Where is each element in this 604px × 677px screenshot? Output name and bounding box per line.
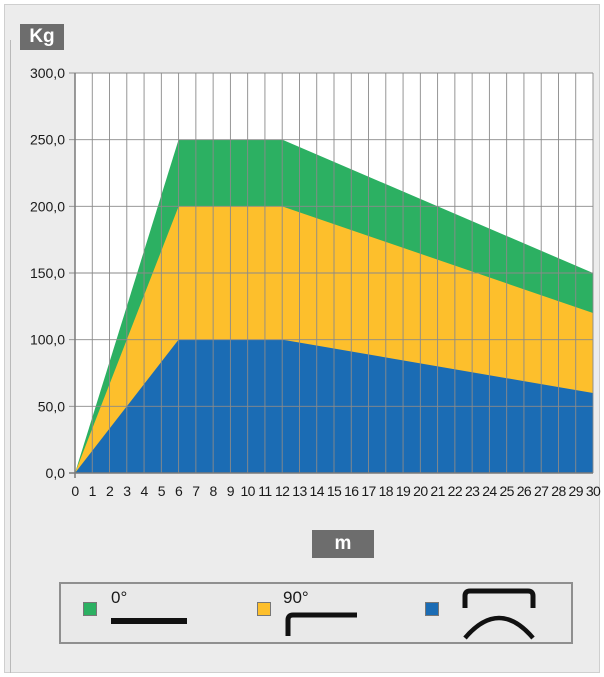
x-tick-label-9: 9 (227, 483, 235, 499)
legend-swatch-blue (425, 602, 439, 616)
x-tick-label-6: 6 (175, 483, 183, 499)
x-tick-label-5: 5 (158, 483, 166, 499)
x-tick-label-23: 23 (465, 483, 480, 499)
legend: 0° 90° (59, 582, 573, 644)
x-tick-label-22: 22 (448, 483, 463, 499)
y-tick-label-0: 0,0 (46, 465, 66, 481)
x-tick-label-1: 1 (89, 483, 97, 499)
x-tick-label-4: 4 (140, 483, 148, 499)
x-tick-label-28: 28 (551, 483, 566, 499)
y-tick-label-6: 300,0 (30, 65, 65, 81)
x-tick-label-19: 19 (396, 483, 411, 499)
x-tick-label-8: 8 (210, 483, 218, 499)
x-tick-label-12: 12 (275, 483, 290, 499)
y-tick-label-1: 50,0 (38, 398, 65, 414)
x-tick-label-24: 24 (482, 483, 497, 499)
right-angle-bar-icon (285, 612, 357, 636)
x-tick-label-0: 0 (71, 483, 79, 499)
straight-bar-icon (111, 618, 187, 624)
legend-item-90deg: 90° (257, 584, 377, 642)
x-tick-label-11: 11 (258, 483, 272, 499)
curved-arch-icon (462, 588, 536, 640)
legend-item-curved (425, 584, 555, 642)
x-tick-label-17: 17 (361, 483, 376, 499)
x-tick-label-16: 16 (344, 483, 359, 499)
x-tick-label-13: 13 (292, 483, 307, 499)
legend-swatch-yellow (257, 602, 271, 616)
x-tick-label-29: 29 (569, 483, 584, 499)
x-tick-label-20: 20 (413, 483, 428, 499)
legend-label-90deg: 90° (283, 588, 309, 607)
y-tick-label-3: 150,0 (30, 265, 65, 281)
y-axis-unit-badge: Kg (20, 24, 64, 50)
x-tick-label-27: 27 (534, 483, 549, 499)
y-tick-label-5: 250,0 (30, 132, 65, 148)
panel-rule (10, 40, 11, 673)
x-tick-label-3: 3 (123, 483, 131, 499)
x-tick-label-25: 25 (499, 483, 514, 499)
x-tick-label-26: 26 (517, 483, 532, 499)
legend-item-0deg: 0° (83, 584, 193, 642)
x-tick-label-15: 15 (327, 483, 342, 499)
x-tick-label-21: 21 (430, 483, 445, 499)
y-tick-label-2: 100,0 (30, 332, 65, 348)
legend-label-0deg: 0° (111, 588, 128, 607)
x-axis-unit-badge: m (312, 530, 374, 558)
x-tick-label-7: 7 (192, 483, 200, 499)
y-tick-label-4: 200,0 (30, 198, 65, 214)
x-tick-label-2: 2 (106, 483, 114, 499)
x-tick-label-30: 30 (586, 483, 601, 499)
x-tick-label-10: 10 (240, 483, 255, 499)
x-tick-label-14: 14 (310, 483, 325, 499)
x-tick-label-18: 18 (379, 483, 394, 499)
legend-swatch-green (83, 602, 97, 616)
